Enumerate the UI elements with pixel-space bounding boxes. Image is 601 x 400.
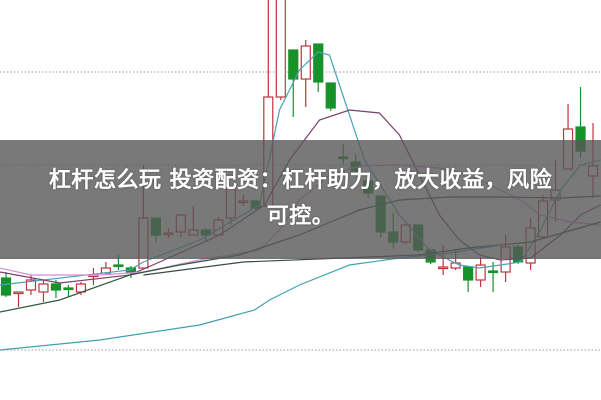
candle-up: [25, 279, 37, 291]
candle-down: [288, 49, 299, 80]
candle-down: [63, 287, 74, 291]
title-line-1: 杠杆怎么玩 投资配资：杠杆助力，放大收益，风险: [48, 168, 553, 193]
candle-up: [300, 45, 311, 80]
candle-up: [38, 283, 49, 293]
moving-average-line: [0, 244, 501, 351]
candle-up: [438, 266, 449, 270]
title-line-2: 可控。: [266, 204, 335, 229]
candle-down: [113, 264, 124, 268]
candle-down: [313, 43, 324, 83]
candle-down: [50, 283, 62, 291]
candle-up: [475, 264, 486, 281]
candle-down: [0, 277, 12, 296]
candle-down: [488, 270, 499, 274]
candle-up: [13, 291, 24, 295]
article-title: 杠杆怎么玩 投资配资：杠杆助力，放大收益，风险 可控。: [0, 163, 601, 235]
candle-up: [275, 0, 286, 98]
candle-down: [325, 82, 336, 109]
title-overlay-band: [0, 140, 601, 259]
candle-down: [463, 266, 474, 281]
